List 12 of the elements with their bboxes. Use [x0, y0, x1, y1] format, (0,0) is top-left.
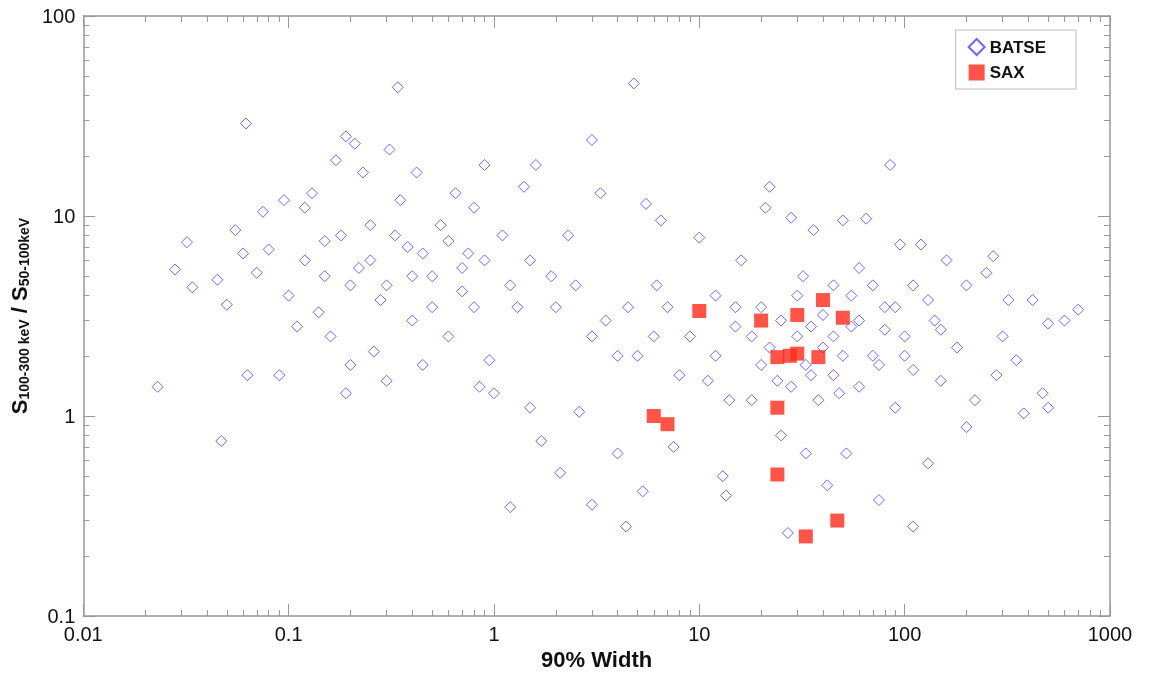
x-tick-label: 1 — [488, 623, 500, 645]
y-axis-title: S100-300 keV / S50-100keV — [6, 217, 32, 415]
x-tick-label: 10 — [688, 623, 711, 645]
x-tick-label: 0.1 — [274, 623, 303, 645]
x-tick-label: 100 — [887, 623, 922, 645]
y-tick-label: 1 — [64, 405, 76, 427]
y-tick-label: 10 — [53, 205, 76, 227]
y-tick-label: 100 — [41, 5, 76, 27]
legend-label: BATSE — [989, 37, 1047, 57]
legend-label: SAX — [989, 63, 1026, 82]
x-tick-label: 1000 — [1087, 623, 1133, 645]
x-axis-title: 90% Width — [541, 647, 653, 673]
